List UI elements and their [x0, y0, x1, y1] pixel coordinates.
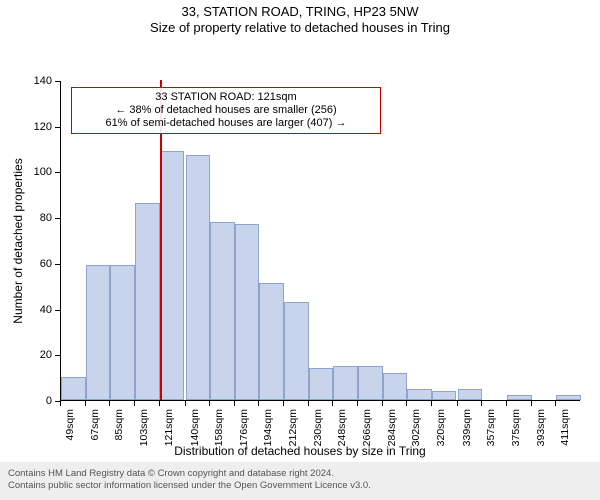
x-tick — [506, 401, 507, 406]
y-tick-label: 80 — [0, 212, 52, 224]
y-tick-label: 120 — [0, 121, 52, 133]
x-tick — [85, 401, 86, 406]
y-tick-label: 140 — [0, 75, 52, 87]
x-tick — [531, 401, 532, 406]
histogram-bar — [556, 395, 581, 400]
chart-title-subtitle: Size of property relative to detached ho… — [0, 20, 600, 36]
histogram-bar — [458, 389, 483, 400]
x-tick — [209, 401, 210, 406]
chart-title-address: 33, STATION ROAD, TRING, HP23 5NW — [0, 4, 600, 20]
annotation-box: 33 STATION ROAD: 121sqm ← 38% of detache… — [71, 87, 381, 134]
x-tick — [332, 401, 333, 406]
y-tick-label: 60 — [0, 258, 52, 270]
histogram-bar — [284, 302, 309, 400]
x-tick — [134, 401, 135, 406]
histogram-bar — [86, 265, 111, 400]
y-tick-label: 20 — [0, 349, 52, 361]
chart-area: Number of detached properties 0 20 40 60 80 1… — [0, 36, 600, 456]
x-tick — [283, 401, 284, 406]
footer-line: Contains HM Land Registry data © Crown c… — [8, 468, 592, 480]
histogram-bar — [309, 368, 334, 400]
histogram-bar — [259, 283, 284, 400]
x-tick — [234, 401, 235, 406]
y-tick-label: 40 — [0, 304, 52, 316]
x-tick — [357, 401, 358, 406]
x-tick — [555, 401, 556, 406]
x-tick — [431, 401, 432, 406]
histogram-bar — [210, 222, 235, 400]
x-tick — [258, 401, 259, 406]
chart-titles: 33, STATION ROAD, TRING, HP23 5NW Size o… — [0, 0, 600, 36]
x-tick — [60, 401, 61, 406]
x-tick — [406, 401, 407, 406]
histogram-bar — [235, 224, 260, 400]
x-tick — [159, 401, 160, 406]
histogram-bar — [61, 377, 86, 400]
x-tick — [481, 401, 482, 406]
y-tick-label: 100 — [0, 166, 52, 178]
histogram-bar — [407, 389, 432, 400]
histogram-bar — [110, 265, 135, 400]
histogram-bar — [160, 151, 185, 400]
x-tick — [457, 401, 458, 406]
histogram-bar — [186, 155, 211, 400]
histogram-bar — [432, 391, 457, 400]
histogram-bar — [383, 373, 408, 400]
histogram-bar — [135, 203, 160, 400]
x-axis-title: Distribution of detached houses by size … — [0, 444, 600, 458]
histogram-bar — [333, 366, 358, 400]
footer-line: Contains public sector information licen… — [8, 480, 592, 492]
histogram-bar — [358, 366, 383, 400]
annotation-line: ← 38% of detached houses are smaller (25… — [76, 104, 376, 117]
annotation-line: 61% of semi-detached houses are larger (… — [76, 117, 376, 130]
plot-region: 33 STATION ROAD: 121sqm ← 38% of detache… — [60, 81, 580, 401]
x-tick — [185, 401, 186, 406]
y-tick-label: 0 — [0, 395, 52, 407]
y-axis-title: Number of detached properties — [11, 158, 25, 323]
x-tick — [308, 401, 309, 406]
x-tick — [382, 401, 383, 406]
histogram-bar — [507, 395, 532, 400]
footer-attribution: Contains HM Land Registry data © Crown c… — [0, 462, 600, 500]
annotation-line: 33 STATION ROAD: 121sqm — [76, 91, 376, 104]
x-tick — [109, 401, 110, 406]
